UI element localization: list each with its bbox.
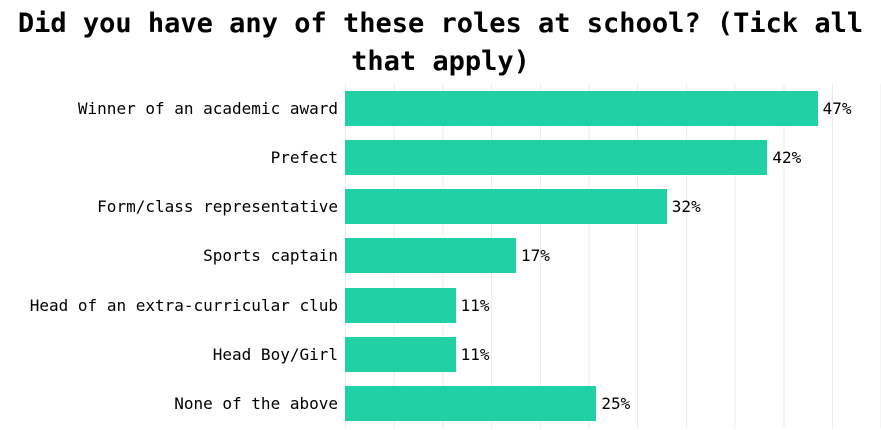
category-label: Winner of an academic award bbox=[77, 99, 338, 119]
value-label: 32% bbox=[671, 197, 701, 217]
bar-track: 17% bbox=[345, 231, 881, 280]
bar bbox=[345, 140, 768, 176]
category-label: Sports captain bbox=[203, 246, 338, 266]
bar-track: 11% bbox=[345, 281, 881, 330]
bar-track: 25% bbox=[345, 379, 881, 428]
bar bbox=[345, 238, 516, 274]
bar-track: 11% bbox=[345, 330, 881, 379]
bar-row: Prefect 42% bbox=[0, 133, 881, 182]
bar bbox=[345, 336, 456, 372]
category-label: Head Boy/Girl bbox=[212, 344, 338, 364]
category-label: Head of an extra-curricular club bbox=[29, 295, 338, 315]
value-label: 25% bbox=[601, 393, 631, 413]
value-label: 42% bbox=[772, 148, 802, 168]
bar-track: 47% bbox=[345, 84, 881, 133]
bar-row: Head of an extra-curricular club 11% bbox=[0, 281, 881, 330]
bar bbox=[345, 91, 818, 127]
bar-row: Winner of an academic award 47% bbox=[0, 84, 881, 133]
bar-track: 42% bbox=[345, 133, 881, 182]
category-label: Form/class representative bbox=[97, 197, 338, 217]
category-label: Prefect bbox=[270, 148, 338, 168]
bar-row: Form/class representative 32% bbox=[0, 182, 881, 231]
bar-track: 32% bbox=[345, 182, 881, 231]
value-label: 47% bbox=[822, 99, 852, 119]
bar-row: None of the above 25% bbox=[0, 379, 881, 428]
value-label: 17% bbox=[520, 246, 550, 266]
bar bbox=[345, 287, 456, 323]
bar-rows: Winner of an academic award 47% Prefect … bbox=[0, 84, 881, 428]
value-label: 11% bbox=[460, 295, 490, 315]
bar-row: Sports captain 17% bbox=[0, 231, 881, 280]
plot-area: Winner of an academic award 47% Prefect … bbox=[0, 84, 881, 428]
bar bbox=[345, 385, 597, 421]
bar-row: Head Boy/Girl 11% bbox=[0, 330, 881, 379]
category-label: None of the above bbox=[174, 393, 338, 413]
value-label: 11% bbox=[460, 344, 490, 364]
bar bbox=[345, 189, 667, 225]
chart-title: Did you have any of these roles at schoo… bbox=[17, 8, 864, 77]
